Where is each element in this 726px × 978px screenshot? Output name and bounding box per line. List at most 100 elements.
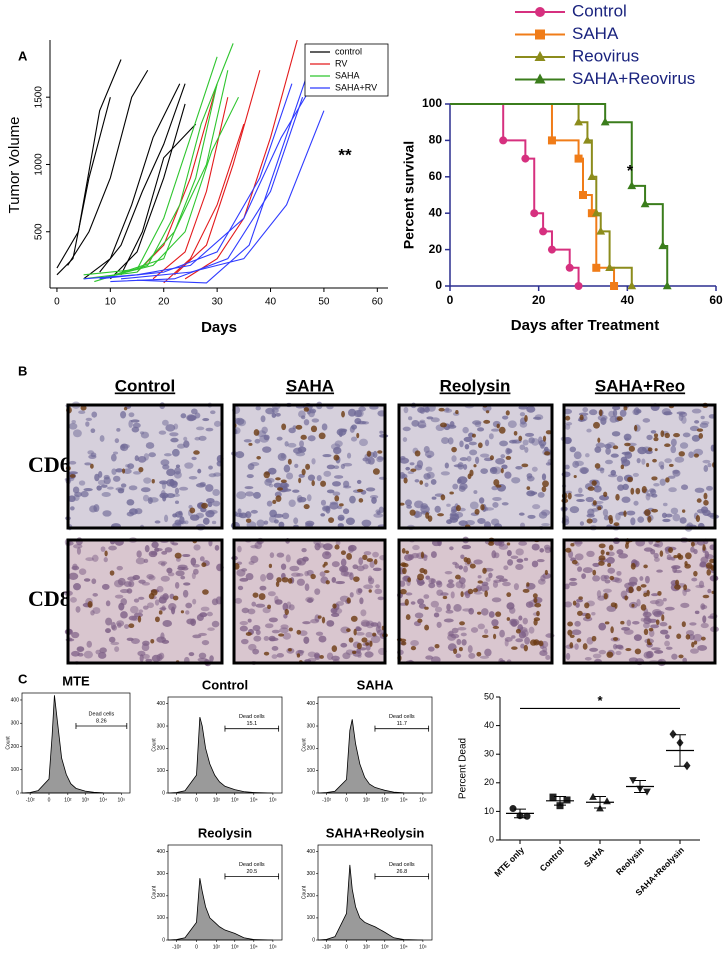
tumor-line bbox=[110, 83, 218, 277]
nucleus bbox=[273, 519, 279, 524]
y-tick-label: 0 bbox=[435, 278, 442, 292]
nucleus bbox=[374, 588, 383, 595]
stained-cell bbox=[544, 569, 548, 576]
nucleus bbox=[515, 548, 524, 556]
nucleus bbox=[72, 563, 78, 570]
nucleus bbox=[489, 466, 498, 474]
nucleus bbox=[160, 575, 170, 582]
nucleus bbox=[241, 568, 248, 572]
stained-cell bbox=[594, 463, 601, 469]
nucleus bbox=[94, 473, 100, 482]
nucleus bbox=[108, 636, 116, 643]
stained-cell bbox=[597, 506, 602, 511]
stained-cell bbox=[358, 498, 364, 503]
nucleus bbox=[582, 567, 593, 574]
nucleus bbox=[299, 440, 304, 448]
nucleus bbox=[498, 543, 509, 550]
y-tick-label: 20 bbox=[429, 242, 443, 256]
stained-cell bbox=[576, 638, 582, 643]
nucleus bbox=[349, 572, 354, 581]
stained-cell bbox=[532, 593, 538, 599]
nucleus bbox=[296, 573, 304, 577]
nucleus bbox=[341, 567, 347, 572]
nucleus bbox=[127, 463, 135, 470]
stained-cell bbox=[660, 430, 665, 438]
stained-cell bbox=[521, 463, 529, 468]
nucleus bbox=[73, 544, 83, 549]
nucleus bbox=[574, 643, 579, 650]
nucleus bbox=[460, 632, 467, 637]
stained-cell bbox=[592, 500, 597, 506]
x-tick-label: 10⁵ bbox=[118, 797, 126, 803]
nucleus bbox=[468, 441, 477, 446]
marker bbox=[603, 797, 611, 805]
panel-label: B bbox=[18, 363, 27, 378]
nucleus bbox=[574, 493, 584, 497]
nucleus bbox=[477, 427, 485, 432]
nucleus bbox=[412, 544, 420, 551]
nucleus bbox=[405, 466, 411, 471]
stained-cell bbox=[288, 627, 293, 632]
nucleus bbox=[603, 515, 610, 521]
nucleus bbox=[595, 442, 606, 448]
image-frame bbox=[66, 403, 224, 530]
tumor-line bbox=[83, 56, 218, 276]
nucleus bbox=[524, 432, 535, 437]
nucleus bbox=[128, 412, 135, 418]
nucleus bbox=[200, 606, 210, 612]
stained-cell bbox=[331, 645, 338, 652]
nucleus bbox=[78, 480, 86, 486]
y-tick-label: 100 bbox=[157, 768, 166, 774]
stained-cell bbox=[693, 640, 698, 645]
nucleus bbox=[363, 584, 374, 590]
x-tick-label: -10² bbox=[172, 797, 181, 803]
nucleus bbox=[285, 554, 291, 563]
nucleus bbox=[206, 498, 215, 504]
nucleus bbox=[636, 458, 641, 464]
y-tick-label: 300 bbox=[307, 871, 316, 877]
nucleus bbox=[533, 416, 542, 420]
stained-cell bbox=[104, 550, 108, 557]
nucleus bbox=[623, 433, 632, 441]
stained-cell bbox=[410, 646, 417, 651]
annotation: ** bbox=[338, 145, 352, 164]
nucleus bbox=[295, 451, 306, 457]
nucleus bbox=[491, 428, 500, 432]
stained-cell bbox=[703, 499, 709, 506]
nucleus bbox=[116, 565, 123, 571]
nucleus bbox=[142, 640, 150, 646]
nucleus bbox=[698, 580, 705, 588]
nucleus bbox=[515, 563, 524, 571]
nucleus bbox=[320, 513, 326, 517]
nucleus bbox=[428, 646, 435, 652]
stained-cell bbox=[417, 573, 425, 581]
nucleus bbox=[536, 559, 545, 563]
stained-cell bbox=[700, 636, 706, 641]
nucleus bbox=[251, 601, 257, 607]
nucleus bbox=[632, 620, 640, 625]
nucleus bbox=[492, 502, 499, 508]
stained-cell bbox=[541, 486, 547, 493]
nucleus bbox=[668, 487, 677, 493]
nucleus bbox=[115, 468, 124, 473]
stained-cell bbox=[676, 633, 682, 639]
stained-cell bbox=[405, 614, 411, 621]
nucleus bbox=[410, 601, 416, 605]
nucleus bbox=[706, 485, 713, 491]
stained-cell bbox=[417, 618, 423, 623]
stained-cell bbox=[693, 453, 699, 458]
stained-cell bbox=[635, 487, 641, 495]
nucleus bbox=[479, 453, 490, 458]
nucleus bbox=[340, 570, 349, 577]
y-tick-label: 400 bbox=[157, 849, 166, 855]
stained-cell bbox=[681, 621, 686, 628]
nucleus bbox=[473, 559, 483, 565]
stained-cell bbox=[438, 407, 445, 412]
error-bar bbox=[634, 780, 646, 794]
nucleus bbox=[83, 578, 91, 582]
stained-cell bbox=[301, 468, 306, 476]
nucleus bbox=[667, 475, 676, 479]
y-tick-label: 100 bbox=[11, 767, 20, 773]
stained-cell bbox=[542, 480, 549, 488]
tumor-line bbox=[56, 59, 122, 269]
